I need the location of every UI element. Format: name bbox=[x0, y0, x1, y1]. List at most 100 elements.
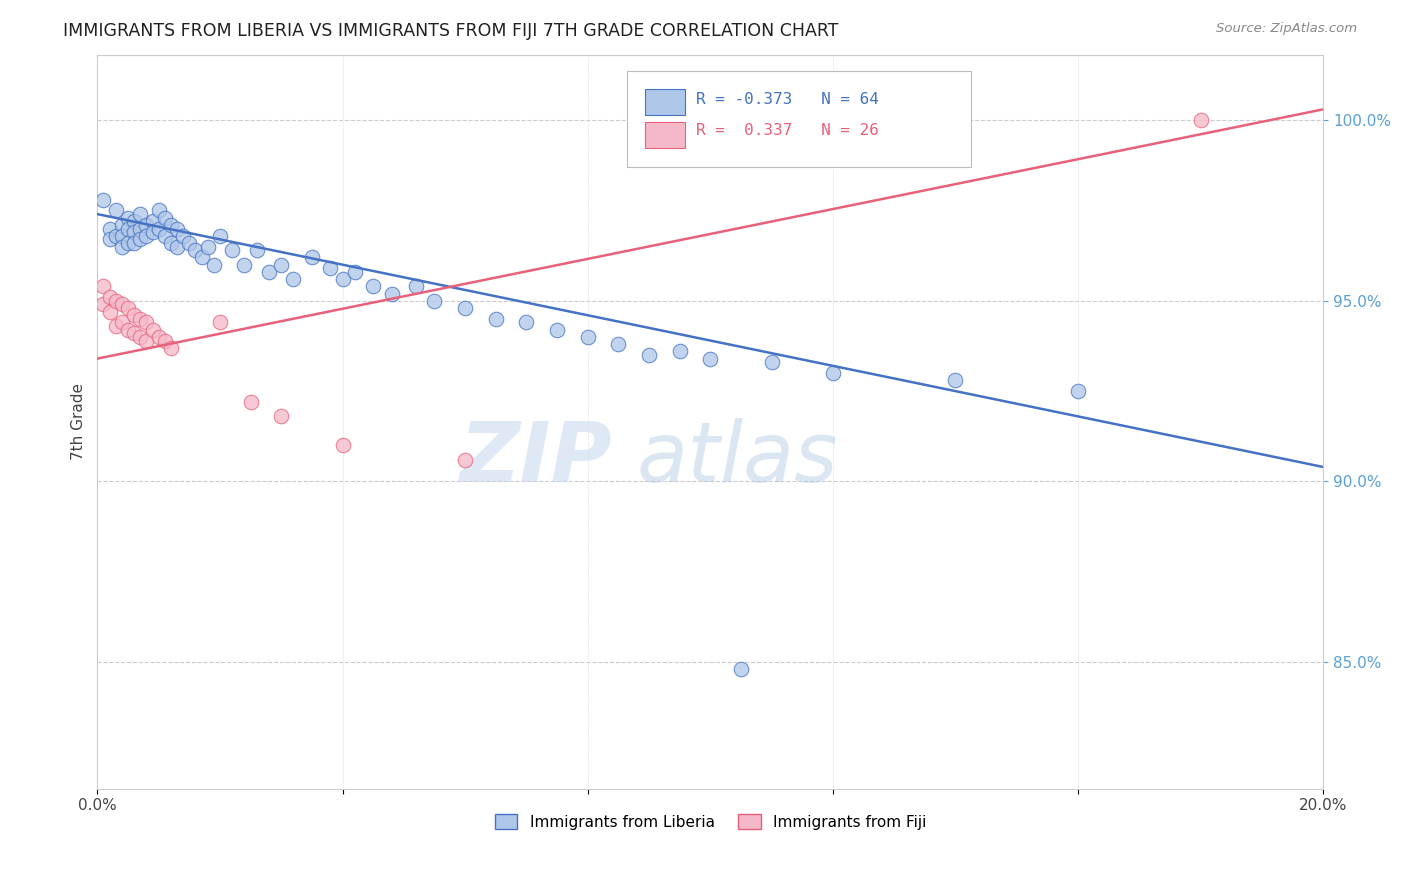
Point bbox=[122, 214, 145, 228]
Point bbox=[141, 214, 163, 228]
Point bbox=[122, 225, 145, 239]
Point bbox=[208, 228, 231, 243]
Point bbox=[343, 265, 366, 279]
Point bbox=[221, 244, 243, 258]
Point bbox=[135, 334, 157, 348]
Point bbox=[233, 258, 256, 272]
Point bbox=[148, 330, 170, 344]
Point bbox=[141, 225, 163, 239]
Point bbox=[135, 316, 157, 330]
Point bbox=[117, 221, 139, 235]
Point bbox=[141, 323, 163, 337]
Point bbox=[160, 341, 183, 355]
Point bbox=[153, 334, 176, 348]
Point bbox=[257, 265, 280, 279]
Text: R = -0.373   N = 64: R = -0.373 N = 64 bbox=[696, 92, 879, 107]
Point bbox=[129, 221, 152, 235]
Point bbox=[179, 235, 201, 250]
Point bbox=[98, 304, 121, 318]
Point bbox=[98, 221, 121, 235]
Point bbox=[208, 316, 231, 330]
Point bbox=[117, 235, 139, 250]
Point bbox=[361, 279, 384, 293]
Point bbox=[104, 228, 127, 243]
Point bbox=[129, 232, 152, 246]
Point bbox=[1189, 113, 1212, 128]
Point bbox=[607, 337, 630, 351]
Point bbox=[423, 293, 446, 308]
Point bbox=[117, 323, 139, 337]
Legend: Immigrants from Liberia, Immigrants from Fiji: Immigrants from Liberia, Immigrants from… bbox=[488, 807, 932, 836]
Point bbox=[117, 301, 139, 315]
Point bbox=[160, 218, 183, 232]
Point bbox=[246, 244, 269, 258]
Point bbox=[485, 311, 508, 326]
Point bbox=[111, 218, 134, 232]
Point bbox=[117, 211, 139, 225]
Text: IMMIGRANTS FROM LIBERIA VS IMMIGRANTS FROM FIJI 7TH GRADE CORRELATION CHART: IMMIGRANTS FROM LIBERIA VS IMMIGRANTS FR… bbox=[63, 22, 839, 40]
Point bbox=[546, 323, 568, 337]
Point bbox=[638, 348, 661, 362]
Point bbox=[381, 286, 404, 301]
Point bbox=[104, 319, 127, 334]
Point bbox=[202, 258, 225, 272]
Point bbox=[190, 251, 212, 265]
Point bbox=[153, 211, 176, 225]
Point bbox=[283, 272, 305, 286]
Point bbox=[129, 330, 152, 344]
Point bbox=[122, 326, 145, 341]
Point bbox=[1067, 384, 1090, 398]
Text: ZIP: ZIP bbox=[460, 418, 612, 499]
Point bbox=[129, 207, 152, 221]
Point bbox=[160, 235, 183, 250]
Point bbox=[166, 221, 188, 235]
Point bbox=[135, 228, 157, 243]
Point bbox=[148, 221, 170, 235]
Point bbox=[945, 373, 967, 387]
Point bbox=[270, 258, 292, 272]
Point bbox=[576, 330, 599, 344]
Point bbox=[172, 228, 194, 243]
Point bbox=[515, 316, 537, 330]
Point bbox=[104, 293, 127, 308]
Point bbox=[111, 316, 134, 330]
Y-axis label: 7th Grade: 7th Grade bbox=[72, 384, 86, 460]
Point bbox=[454, 301, 477, 315]
Point bbox=[129, 311, 152, 326]
Point bbox=[111, 297, 134, 311]
Point bbox=[153, 228, 176, 243]
Point bbox=[111, 239, 134, 253]
Point bbox=[148, 203, 170, 218]
Point bbox=[98, 232, 121, 246]
Point bbox=[319, 261, 342, 276]
Point bbox=[184, 244, 207, 258]
Point bbox=[166, 239, 188, 253]
Point bbox=[332, 438, 354, 452]
Point bbox=[239, 395, 262, 409]
Point bbox=[122, 235, 145, 250]
Point bbox=[135, 218, 157, 232]
Point bbox=[104, 203, 127, 218]
Point bbox=[699, 351, 721, 366]
Point bbox=[93, 279, 115, 293]
Point bbox=[270, 409, 292, 424]
Point bbox=[122, 308, 145, 322]
FancyBboxPatch shape bbox=[645, 122, 685, 147]
Point bbox=[111, 228, 134, 243]
Point bbox=[332, 272, 354, 286]
Point bbox=[98, 290, 121, 304]
Point bbox=[454, 452, 477, 467]
Text: R =  0.337   N = 26: R = 0.337 N = 26 bbox=[696, 123, 879, 138]
Point bbox=[301, 251, 323, 265]
Point bbox=[761, 355, 783, 369]
FancyBboxPatch shape bbox=[627, 71, 972, 168]
Point bbox=[93, 297, 115, 311]
Point bbox=[730, 662, 752, 676]
Point bbox=[821, 366, 844, 380]
FancyBboxPatch shape bbox=[645, 89, 685, 114]
Text: Source: ZipAtlas.com: Source: ZipAtlas.com bbox=[1216, 22, 1357, 36]
Point bbox=[197, 239, 219, 253]
Text: atlas: atlas bbox=[637, 418, 838, 499]
Point bbox=[405, 279, 427, 293]
Point bbox=[668, 344, 690, 359]
